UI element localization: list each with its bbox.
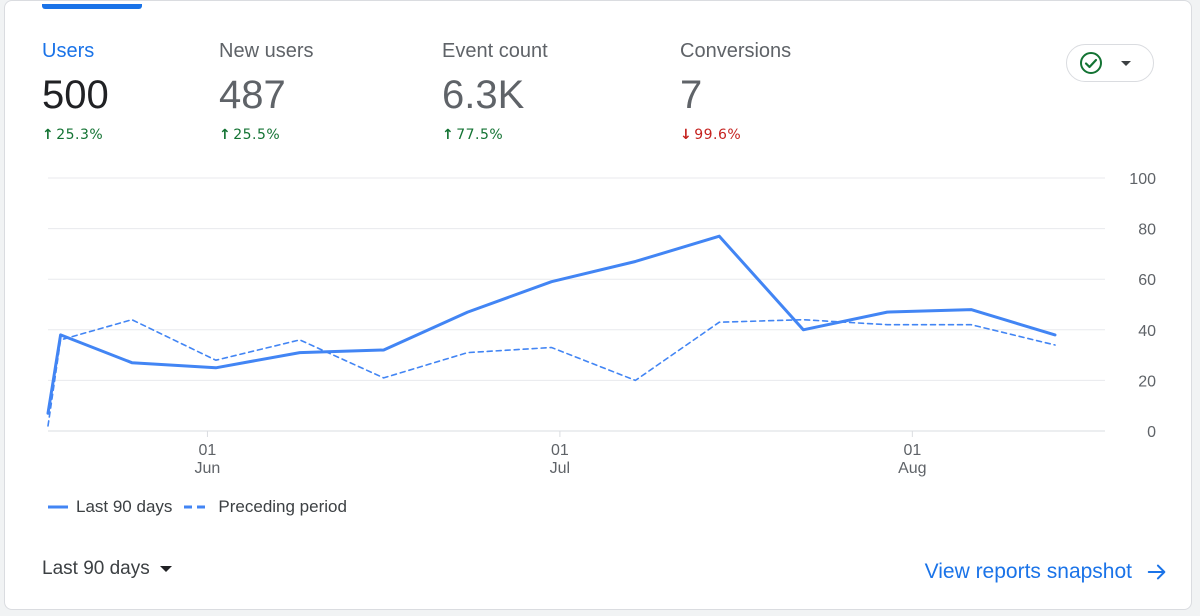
metric-value: 500 [42, 73, 109, 117]
series-line-last-90-days [46, 234, 1057, 415]
y-tick-label: 40 [1138, 323, 1156, 340]
y-tick-label: 80 [1138, 222, 1156, 239]
date-range-dropdown[interactable]: Last 90 days [42, 558, 172, 580]
legend-label-previous: Preceding period [218, 497, 347, 516]
date-range-label: Last 90 days [42, 558, 150, 579]
metric-change-value: 25.3% [56, 127, 104, 143]
metric-change: ↓ 99.6% [680, 127, 791, 143]
x-tick-day-label: 01 [551, 442, 569, 459]
metric-event-count[interactable]: Event count 6.3K ↑ 77.5% [442, 40, 548, 143]
metric-conversions[interactable]: Conversions 7 ↓ 99.6% [680, 40, 791, 143]
metric-change: ↑ 77.5% [442, 127, 548, 143]
legend-item-previous[interactable]: Preceding period [184, 497, 347, 517]
view-reports-snapshot-link[interactable]: View reports snapshot [925, 560, 1168, 584]
legend-item-current[interactable]: Last 90 days [48, 497, 172, 517]
metric-change-value: 77.5% [456, 127, 504, 143]
x-tick-day-label: 01 [903, 442, 921, 459]
arrow-right-icon [1147, 564, 1166, 580]
metric-value: 6.3K [442, 73, 525, 117]
y-tick-label: 20 [1138, 373, 1156, 390]
data-quality-status-button[interactable] [1066, 44, 1154, 82]
metric-change: ↑ 25.5% [219, 127, 313, 143]
arrow-up-icon: ↑ [442, 127, 455, 143]
x-tick-month-label: Jul [550, 460, 570, 477]
metric-value: 487 [219, 73, 286, 117]
y-tick-label: 100 [1129, 171, 1156, 188]
check-circle-icon [1080, 52, 1102, 74]
x-tick-month-label: Jun [195, 460, 221, 477]
metric-label: Conversions [680, 40, 792, 62]
metric-users[interactable]: Users 500 ↑ 25.3% [42, 40, 109, 143]
metric-change-value: 25.5% [233, 127, 281, 143]
metric-change-value: 99.6% [694, 127, 742, 143]
y-tick-label: 0 [1147, 424, 1156, 441]
y-tick-label: 60 [1138, 272, 1156, 289]
arrow-up-icon: ↑ [42, 127, 55, 143]
series-line-preceding-period [47, 318, 1056, 427]
snapshot-link-label: View reports snapshot [924, 560, 1132, 583]
arrow-up-icon: ↑ [219, 127, 232, 143]
metric-change: ↑ 25.3% [42, 127, 109, 143]
metric-label: Users [42, 40, 95, 62]
metric-label: Event count [442, 40, 548, 62]
x-tick-day-label: 01 [199, 442, 217, 459]
legend-label-current: Last 90 days [76, 497, 173, 516]
metric-value: 7 [680, 73, 703, 117]
chart-legend: Last 90 days Preceding period [48, 497, 359, 517]
solid-line-swatch [48, 505, 68, 509]
metric-label: New users [219, 40, 314, 62]
active-metric-indicator [42, 4, 142, 9]
caret-down-icon [1121, 60, 1131, 66]
arrow-down-icon: ↓ [680, 127, 693, 143]
dashed-line-swatch [184, 505, 211, 509]
caret-down-icon [159, 566, 172, 572]
metric-new-users[interactable]: New users 487 ↑ 25.5% [219, 40, 313, 143]
x-tick-month-label: Aug [898, 460, 926, 477]
